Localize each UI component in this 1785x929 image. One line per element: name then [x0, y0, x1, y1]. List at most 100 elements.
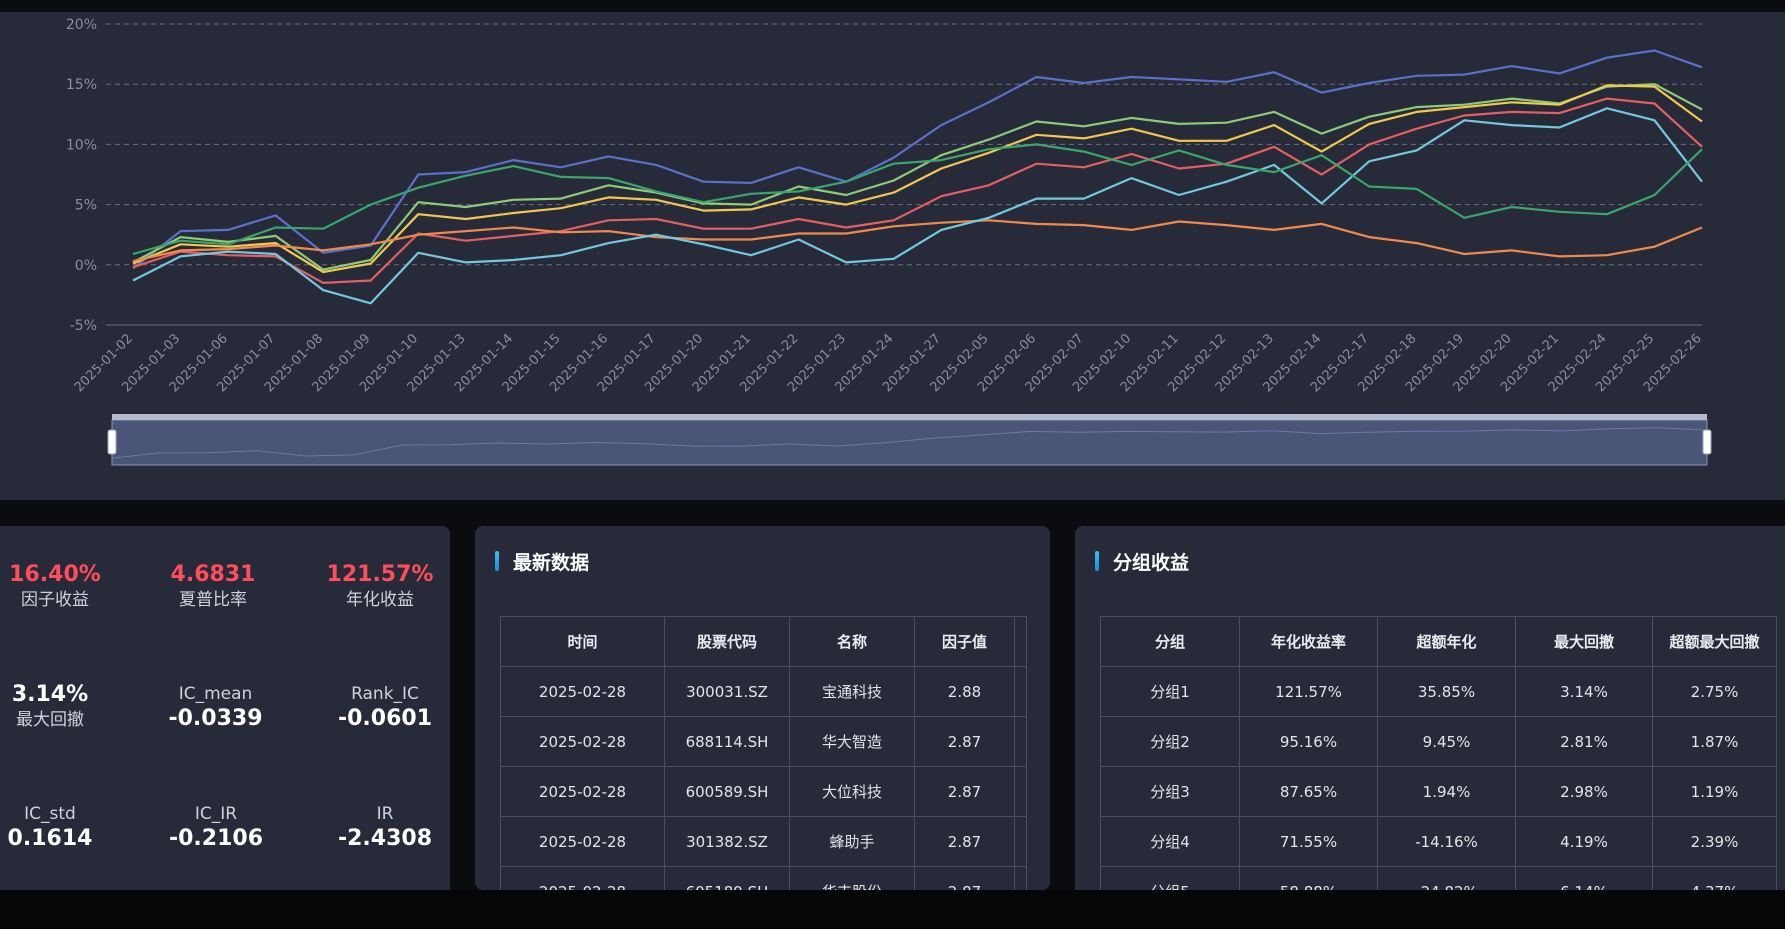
table-cell: 87.65% — [1239, 766, 1378, 817]
table-cell: 1.19% — [1652, 766, 1777, 817]
column-header[interactable]: 超额最大回撤 — [1652, 616, 1777, 667]
stat-label: IC_mean — [178, 684, 253, 704]
table-cell: 95.16% — [1239, 716, 1378, 767]
table-cell: 蜂助手 — [789, 816, 915, 867]
table-cell: 2025-02-28 — [500, 866, 665, 890]
table-cell: 2.98% — [1515, 766, 1653, 817]
stat-label: IC_std — [24, 804, 76, 824]
series-line — [132, 219, 1703, 263]
table-cell: 121.57% — [1239, 666, 1378, 717]
table-cell: 2025-02-28 — [500, 766, 665, 817]
stat-label: IR — [376, 804, 394, 824]
scrollbar-gutter — [1014, 716, 1027, 767]
series-line — [132, 107, 1703, 305]
y-tick-label: 10% — [66, 137, 97, 153]
group-returns-table: 分组 年化收益率 超额年化 最大回撤 超额最大回撤 分组1 121.57% 35.8… — [1100, 616, 1777, 890]
line-chart: 20%15%10%5%0%-5%2025-01-022025-01-032025… — [66, 17, 1712, 466]
stat-rank-ic: Rank_IC -0.0601 — [335, 682, 435, 732]
table-cell: 3.14% — [1515, 666, 1653, 717]
table-cell: 300031.SZ — [664, 666, 790, 717]
scrollbar-gutter — [1014, 816, 1027, 867]
table-cell: 2025-02-28 — [500, 816, 665, 867]
scrollbar-gutter — [1014, 666, 1027, 717]
table-cell: 4.19% — [1515, 816, 1653, 867]
table-row[interactable]: 分组2 95.16% 9.45% 2.81% 1.87% — [1100, 716, 1777, 767]
table-cell: 2.81% — [1515, 716, 1653, 767]
table-cell: 2025-02-28 — [500, 716, 665, 767]
stat-value: 0.1614 — [7, 826, 93, 851]
table-cell: 58.88% — [1239, 866, 1378, 890]
latest-data-card: 最新数据 时间 股票代码 名称 因子值 2025-02-28 300031.SZ 宝… — [475, 526, 1050, 890]
y-tick-label: 15% — [66, 77, 97, 93]
stat-value: 3.14% — [11, 682, 89, 707]
table-row[interactable]: 分组4 71.55% -14.16% 4.19% 2.39% — [1100, 816, 1777, 867]
table-cell: 301382.SZ — [664, 816, 790, 867]
table-cell: 6.14% — [1515, 866, 1653, 890]
table-cell: 分组5 — [1100, 866, 1240, 890]
latest-data-table: 时间 股票代码 名称 因子值 2025-02-28 300031.SZ 宝通科技 2.… — [500, 616, 1027, 890]
table-cell: 分组3 — [1100, 766, 1240, 817]
group-returns-card: 分组收益 分组 年化收益率 超额年化 最大回撤 超额最大回撤 分组1 121.57… — [1075, 526, 1785, 890]
zoom-handle-right[interactable] — [1702, 429, 1712, 455]
y-tick-label: -5% — [70, 318, 97, 334]
table-cell: 华大智造 — [789, 716, 915, 767]
table-cell: 2.87 — [914, 716, 1015, 767]
stat-value: -2.4308 — [337, 826, 433, 851]
stat-ic-ir: IC_IR -0.2106 — [166, 802, 266, 852]
stat-factor-return: 16.40% 因子收益 — [5, 562, 105, 612]
table-cell: 分组2 — [1100, 716, 1240, 767]
series-line — [132, 143, 1703, 256]
column-header[interactable]: 名称 — [789, 616, 915, 667]
scrollbar-gutter — [1014, 616, 1027, 667]
table-header-row: 分组 年化收益率 超额年化 最大回撤 超额最大回撤 — [1100, 616, 1777, 667]
table-row[interactable]: 分组3 87.65% 1.94% 2.98% 1.19% — [1100, 766, 1777, 817]
table-cell: 2.87 — [914, 766, 1015, 817]
table-row[interactable]: 分组558.88%-24.82%6.14%4.37% — [1100, 866, 1777, 890]
table-row[interactable]: 2025-02-28 301382.SZ 蜂助手 2.87 — [500, 816, 1027, 867]
column-header[interactable]: 股票代码 — [664, 616, 790, 667]
table-cell: 2.87 — [914, 866, 1015, 890]
table-cell: -24.82% — [1377, 866, 1516, 890]
stat-ic-mean: IC_mean -0.0339 — [163, 682, 268, 732]
stat-sharpe: 4.6831 夏普比率 — [163, 562, 263, 612]
stat-label: 最大回撤 — [16, 710, 84, 730]
stat-value: 121.57% — [326, 562, 434, 587]
column-header[interactable]: 最大回撤 — [1515, 616, 1653, 667]
table-row[interactable]: 分组1 121.57% 35.85% 3.14% 2.75% — [1100, 666, 1777, 717]
stat-ic-std: IC_std 0.1614 — [0, 802, 100, 852]
title-text: 分组收益 — [1113, 551, 1190, 574]
series-line — [132, 83, 1703, 271]
table-cell: 1.94% — [1377, 766, 1516, 817]
title-text: 最新数据 — [513, 551, 590, 574]
column-header[interactable]: 分组 — [1100, 616, 1240, 667]
column-header[interactable]: 超额年化 — [1377, 616, 1516, 667]
zoom-handle-left[interactable] — [107, 429, 117, 455]
stat-value: -0.0339 — [168, 706, 263, 731]
column-header[interactable]: 时间 — [500, 616, 665, 667]
card-title: 最新数据 — [495, 548, 589, 574]
table-row[interactable]: 2025-02-28 688114.SH 华大智造 2.87 — [500, 716, 1027, 767]
table-row[interactable]: 2025-02-28 600589.SH 大位科技 2.87 — [500, 766, 1027, 817]
stat-value: -0.2106 — [168, 826, 264, 851]
series-line — [132, 97, 1703, 284]
stat-value: 16.40% — [9, 562, 101, 587]
card-title: 分组收益 — [1095, 548, 1189, 574]
stat-ir: IR -2.4308 — [335, 802, 435, 852]
table-cell: 600589.SH — [664, 766, 790, 817]
stats-card: 16.40% 因子收益 4.6831 夏普比率 121.57% 年化收益 3.1… — [0, 526, 450, 890]
table-row[interactable]: 2025-02-28 300031.SZ 宝通科技 2.88 — [500, 666, 1027, 717]
table-cell: 分组4 — [1100, 816, 1240, 867]
column-header[interactable]: 因子值 — [914, 616, 1015, 667]
table-cell: 35.85% — [1377, 666, 1516, 717]
table-row[interactable]: 2025-02-28605189.SH华丰股份2.87 — [500, 866, 1027, 890]
table-cell: -14.16% — [1377, 816, 1516, 867]
table-cell: 大位科技 — [789, 766, 915, 817]
y-tick-label: 20% — [66, 17, 97, 33]
bottom-bar — [0, 890, 1785, 929]
table-cell: 宝通科技 — [789, 666, 915, 717]
scrollbar-gutter — [1014, 866, 1027, 890]
column-header[interactable]: 年化收益率 — [1239, 616, 1378, 667]
table-cell: 2.39% — [1652, 816, 1777, 867]
table-cell: 2.88 — [914, 666, 1015, 717]
scrollbar-gutter — [1014, 766, 1027, 817]
